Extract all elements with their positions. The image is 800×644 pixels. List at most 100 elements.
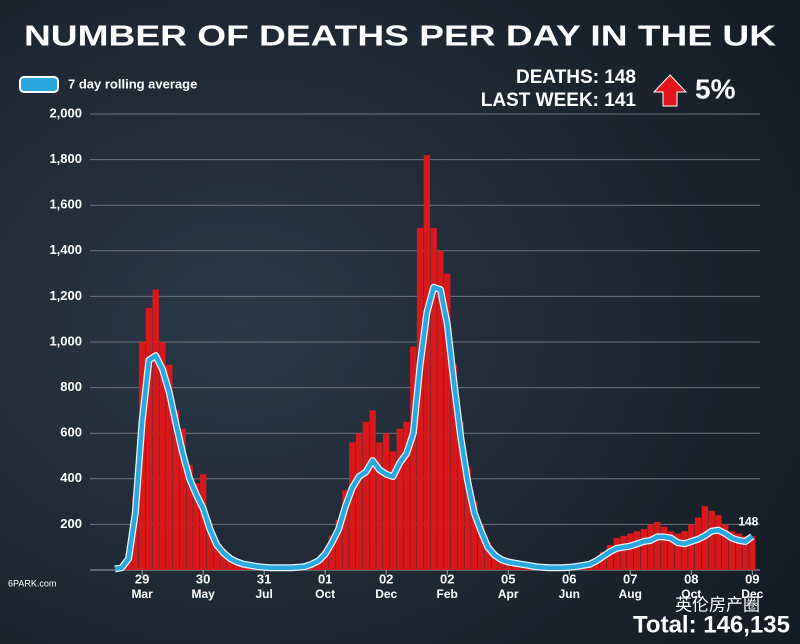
bar — [722, 524, 729, 570]
y-tick-label: 1,400 — [49, 242, 82, 257]
bar — [728, 531, 736, 570]
change-stat: 5% — [695, 73, 736, 104]
bar — [396, 428, 403, 570]
y-tick-label: 2,000 — [49, 105, 82, 120]
x-tick-label: Apr — [498, 587, 519, 601]
x-tick-label: Jun — [559, 587, 580, 601]
bar — [376, 442, 383, 570]
y-tick-label: 400 — [60, 470, 82, 485]
plot: 200 400 600 800 1,000 1,200 1,400 1,600 1,800 2,0… — [49, 105, 763, 601]
bar — [599, 551, 607, 570]
bar — [688, 524, 695, 570]
bar — [613, 538, 620, 570]
x-tick-label: 02 — [440, 571, 454, 586]
y-tick-label: 1,200 — [49, 288, 82, 303]
bar — [749, 536, 756, 570]
bar — [660, 526, 668, 570]
bar — [342, 490, 349, 570]
bar — [349, 442, 356, 570]
bar — [159, 342, 166, 570]
line — [114, 285, 754, 572]
x-tick-label: Aug — [619, 587, 642, 601]
bar — [681, 531, 688, 570]
x-tick-label: Dec — [741, 587, 763, 601]
bar — [464, 467, 471, 570]
bar — [220, 549, 227, 570]
bar — [328, 535, 336, 570]
x-tick-label: 01 — [318, 571, 332, 586]
bar — [640, 528, 648, 570]
x-tick-label: Oct — [315, 587, 335, 601]
x-tick-label: 30 — [196, 571, 210, 586]
x-tick-label: May — [191, 587, 215, 601]
bar — [213, 540, 220, 570]
chart-title: NUMBER OF DEATHS PER DAY IN THE UK — [24, 21, 776, 53]
bar — [667, 531, 675, 570]
bar — [708, 510, 715, 570]
total: Total: 146,135 — [633, 611, 790, 638]
x-tick-label: 06 — [562, 571, 576, 586]
bar — [450, 364, 458, 570]
bar — [172, 410, 180, 570]
bar — [362, 421, 370, 570]
bar — [335, 519, 342, 570]
bar — [206, 524, 214, 570]
bar — [674, 533, 681, 570]
bar — [742, 535, 749, 570]
bar — [193, 483, 200, 570]
y-tick-label: 1,600 — [49, 197, 82, 212]
bar — [355, 433, 363, 570]
bar — [620, 535, 627, 570]
watermark: 6PARK.com — [8, 578, 56, 588]
bar — [694, 517, 702, 570]
bar — [227, 556, 234, 570]
bar — [437, 250, 444, 571]
x-tick-label: Mar — [131, 587, 153, 601]
bar — [735, 533, 742, 570]
y-tick-label: 800 — [60, 379, 82, 394]
x-tick-label: 02 — [379, 571, 393, 586]
bar — [152, 289, 159, 570]
x-tick-label: Oct — [681, 587, 701, 601]
x-tick-label: 09 — [745, 571, 759, 586]
up-arrow — [652, 74, 688, 107]
legend-label: 7 day rolling average — [68, 76, 197, 91]
y-tick-label: 600 — [60, 425, 82, 440]
x-tick-label: 07 — [623, 571, 637, 586]
bar — [477, 524, 485, 570]
bar — [633, 531, 641, 570]
bar — [498, 557, 505, 570]
bar — [410, 346, 417, 570]
bar — [444, 273, 451, 570]
bar — [383, 433, 390, 570]
bar — [389, 451, 397, 570]
x-tick-label: Dec — [375, 587, 397, 601]
bar — [186, 465, 193, 570]
bar — [654, 522, 661, 570]
legend-swatch — [19, 76, 59, 93]
bar — [145, 307, 153, 570]
bar — [179, 428, 186, 570]
x-tick-label: Jul — [255, 587, 272, 601]
bar — [471, 501, 478, 570]
end-label: 148 — [738, 514, 758, 528]
bar — [430, 228, 437, 570]
y-tick-label: 200 — [60, 516, 82, 531]
x-tick-label: 05 — [501, 571, 515, 586]
bar — [457, 421, 464, 570]
x-tick-label: 29 — [135, 571, 149, 586]
bar — [321, 550, 329, 570]
deaths-stat: DEATHS: 148 — [516, 67, 636, 88]
bar — [199, 474, 207, 570]
bar — [369, 410, 376, 570]
bar — [606, 544, 614, 570]
bar — [627, 533, 634, 570]
x-tick-label: 31 — [257, 571, 271, 586]
bar — [403, 421, 410, 570]
last-week-stat: LAST WEEK: 141 — [481, 90, 637, 111]
bar — [647, 524, 654, 570]
bar — [423, 155, 431, 571]
bar — [484, 542, 492, 570]
y-tick-label: 1,800 — [49, 151, 82, 166]
